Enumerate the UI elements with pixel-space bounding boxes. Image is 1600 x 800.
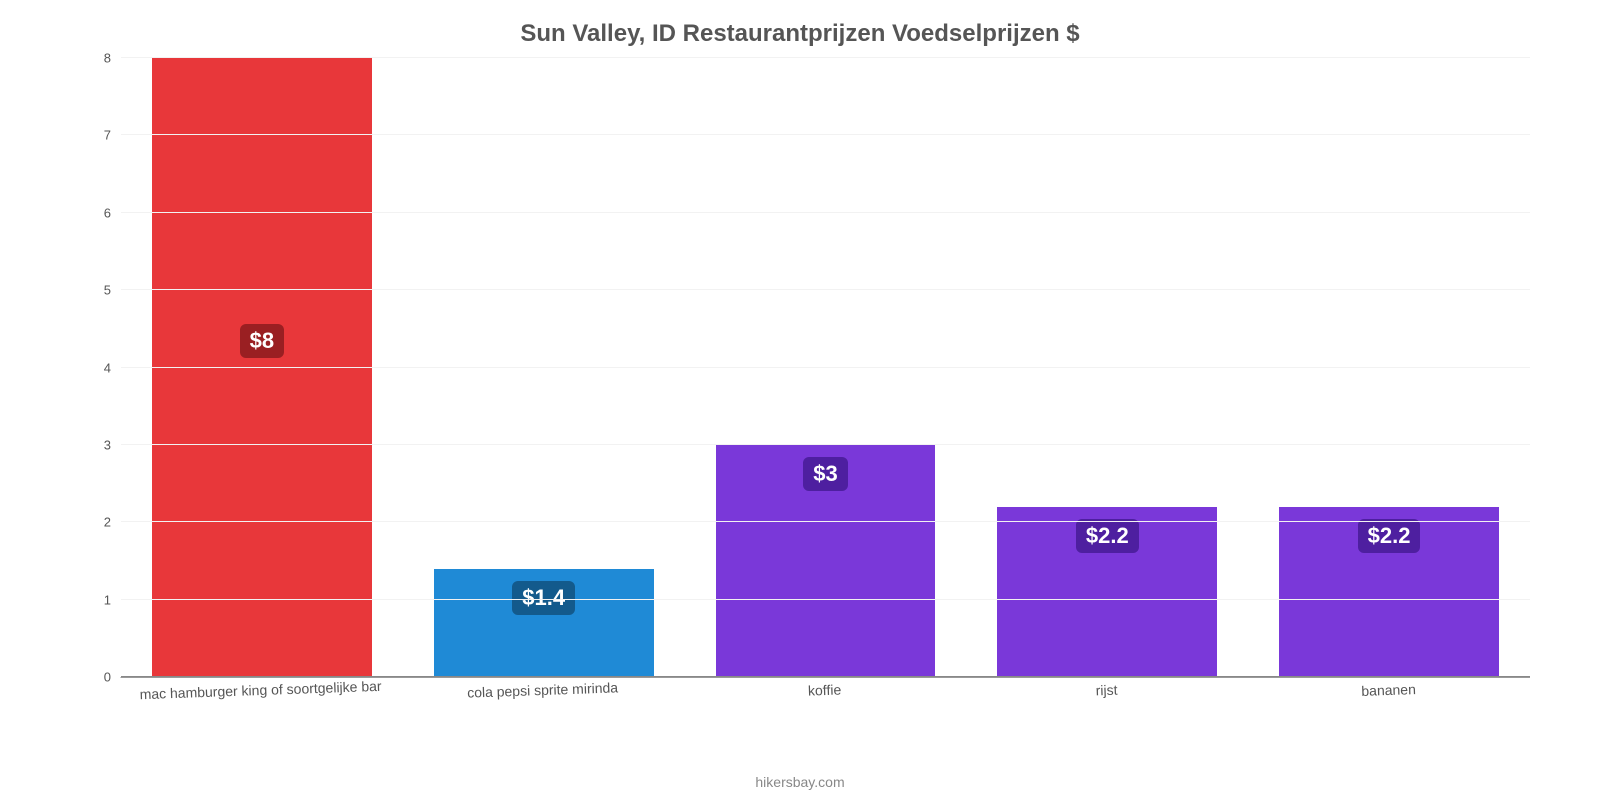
- bar-value-label: $8: [240, 324, 284, 358]
- gridline: [121, 57, 1530, 58]
- price-bar-chart: Sun Valley, ID Restaurantprijzen Voedsel…: [0, 0, 1600, 800]
- gridline: [121, 521, 1530, 522]
- bar-value-label: $3: [803, 457, 847, 491]
- x-axis-labels: mac hamburger king of soortgelijke barco…: [120, 678, 1530, 718]
- x-axis-category-label: rijst: [1095, 682, 1118, 723]
- gridline: [121, 289, 1530, 290]
- ytick-label: 0: [104, 670, 121, 685]
- ytick-label: 1: [104, 592, 121, 607]
- ytick-label: 2: [104, 515, 121, 530]
- plot-area: $8$1.4$3$2.2$2.2 012345678: [120, 58, 1530, 678]
- gridline: [121, 676, 1530, 677]
- ytick-label: 7: [104, 128, 121, 143]
- x-axis-category-label: mac hamburger king of soortgelijke bar: [139, 678, 382, 726]
- ytick-label: 8: [104, 51, 121, 66]
- x-axis-category-label: bananen: [1361, 681, 1417, 723]
- bar-slot: $3: [685, 58, 967, 677]
- bar: $1.4: [434, 569, 654, 677]
- bar: $3: [716, 445, 936, 677]
- bar-slot: $1.4: [403, 58, 685, 677]
- gridline: [121, 134, 1530, 135]
- x-label-slot: mac hamburger king of soortgelijke bar: [119, 677, 402, 727]
- gridline: [121, 444, 1530, 445]
- gridline: [121, 367, 1530, 368]
- bar: $2.2: [1279, 507, 1499, 677]
- bar-value-label: $2.2: [1076, 519, 1139, 553]
- bar-slot: $8: [121, 58, 403, 677]
- x-label-slot: bananen: [1247, 677, 1530, 727]
- bar-value-label: $2.2: [1358, 519, 1421, 553]
- bars-container: $8 $1.4 $3 $2.2 $2.2: [121, 58, 1530, 677]
- gridline: [121, 212, 1530, 213]
- ytick-label: 6: [104, 205, 121, 220]
- x-label-slot: rijst: [965, 677, 1248, 727]
- chart-title: Sun Valley, ID Restaurantprijzen Voedsel…: [40, 20, 1560, 48]
- bar-slot: $2.2: [1248, 58, 1530, 677]
- bar: $8: [152, 58, 372, 677]
- bar: $2.2: [997, 507, 1217, 677]
- ytick-label: 4: [104, 360, 121, 375]
- x-label-slot: cola pepsi sprite mirinda: [401, 677, 684, 727]
- bar-slot: $2.2: [966, 58, 1248, 677]
- ytick-label: 3: [104, 437, 121, 452]
- footer-credit: hikersbay.com: [0, 774, 1600, 790]
- x-axis-category-label: koffie: [808, 681, 843, 722]
- x-axis-category-label: cola pepsi sprite mirinda: [467, 679, 619, 724]
- gridline: [121, 599, 1530, 600]
- ytick-label: 5: [104, 283, 121, 298]
- x-label-slot: koffie: [683, 677, 966, 727]
